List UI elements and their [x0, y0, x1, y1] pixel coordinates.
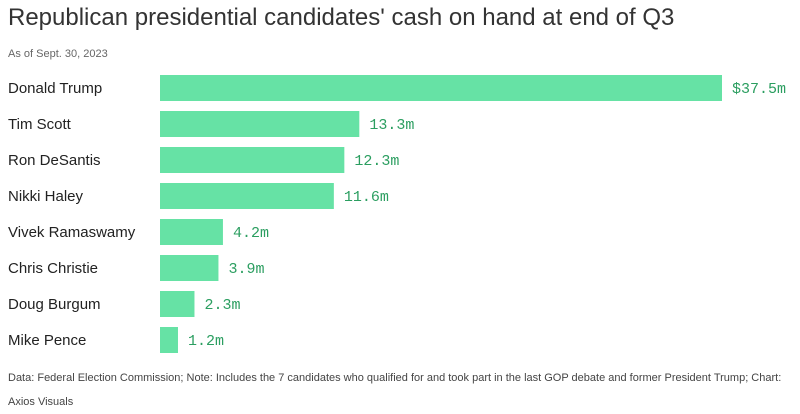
category-label: Chris Christie: [8, 260, 98, 277]
chart-footnote: Data: Federal Election Commission; Note:…: [8, 372, 782, 408]
category-label: Nikki Haley: [8, 188, 84, 205]
data-label: $37.5m: [732, 81, 786, 98]
category-label: Tim Scott: [8, 116, 72, 133]
bar: [160, 75, 722, 101]
bar: [160, 111, 360, 137]
data-label: 11.6m: [344, 189, 389, 206]
bar: [160, 255, 219, 281]
data-label: 4.2m: [233, 225, 269, 242]
bar: [160, 219, 223, 245]
bar: [160, 147, 345, 173]
bar: [160, 327, 178, 353]
data-label: 2.3m: [204, 297, 240, 314]
category-label: Donald Trump: [8, 80, 102, 97]
data-label: 1.2m: [188, 333, 224, 350]
bar: [160, 291, 195, 317]
chart-title: Republican presidential candidates' cash…: [8, 4, 675, 31]
data-label: 12.3m: [354, 153, 399, 170]
chart-subtitle: As of Sept. 30, 2023: [8, 48, 108, 60]
category-label: Doug Burgum: [8, 296, 101, 313]
bar: [160, 183, 334, 209]
data-label: 13.3m: [369, 117, 414, 134]
category-label: Mike Pence: [8, 332, 86, 349]
category-label: Vivek Ramaswamy: [8, 224, 136, 241]
category-label: Ron DeSantis: [8, 152, 101, 169]
bar-chart: Donald Trump $37.5m Tim Scott 13.3m Ron DeSa…: [8, 75, 786, 353]
data-label: 3.9m: [228, 261, 264, 278]
